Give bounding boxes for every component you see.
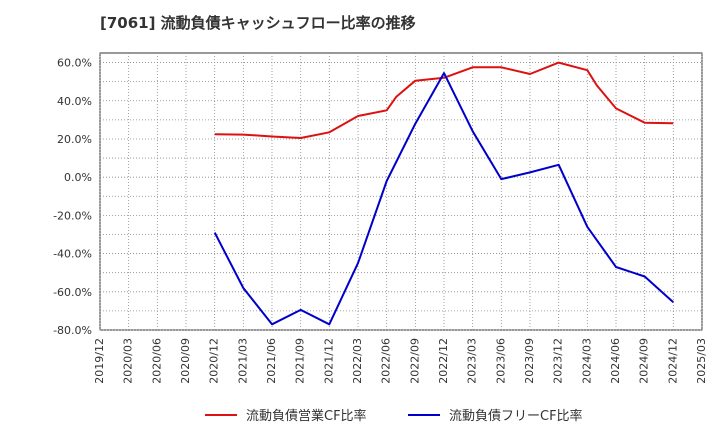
x-tick-label: 2025/03 [695, 338, 708, 384]
legend: 流動負債営業CF比率 流動負債フリーCF比率 [205, 408, 583, 424]
x-tick-label: 2023/03 [466, 338, 479, 384]
x-tick-label: 2019/12 [93, 338, 106, 384]
series-line-1 [213, 72, 674, 326]
y-tick-label: 20.0% [57, 133, 92, 146]
y-tick-label: 40.0% [57, 95, 92, 108]
x-tick-label: 2024/09 [638, 338, 651, 384]
x-axis-ticks: 2019/12 2020/03 2020/06 2020/09 2020/12 2021/… [93, 338, 708, 384]
y-tick-label: -80.0% [53, 324, 92, 337]
chart-title: [7061] 流動負債キャッシュフロー比率の推移 [100, 14, 416, 32]
x-tick-label: 2021/06 [265, 338, 278, 384]
x-tick-label: 2021/09 [294, 338, 307, 384]
x-tick-label: 2024/06 [609, 338, 622, 384]
x-tick-label: 2021/03 [236, 338, 249, 384]
x-tick-label: 2022/12 [437, 338, 450, 384]
x-tick-label: 2024/03 [580, 338, 593, 384]
y-tick-label: 60.0% [57, 57, 92, 70]
x-tick-label: 2023/12 [552, 338, 565, 384]
plot-area [99, 52, 703, 331]
x-tick-label: 2022/03 [351, 338, 364, 384]
grid-lines [99, 53, 703, 331]
x-tick-label: 2024/12 [666, 338, 679, 384]
x-tick-label: 2023/09 [523, 338, 536, 384]
x-tick-label: 2022/09 [408, 338, 421, 384]
x-tick-label: 2020/12 [208, 338, 221, 384]
y-axis-ticks: 60.0% 40.0% 20.0% 0.0% -20.0% -40.0% -60.0% -80… [53, 57, 92, 337]
x-tick-label: 2020/06 [150, 338, 163, 384]
series-lines [213, 61, 674, 326]
x-tick-label: 2020/03 [122, 338, 135, 384]
x-tick-label: 2022/06 [380, 338, 393, 384]
x-tick-label: 2023/06 [494, 338, 507, 384]
y-tick-label: -60.0% [53, 286, 92, 299]
y-tick-label: 0.0% [64, 171, 92, 184]
legend-label-1: 流動負債フリーCF比率 [449, 408, 583, 424]
x-tick-label: 2021/12 [322, 338, 335, 384]
legend-label-0: 流動負債営業CF比率 [246, 408, 367, 424]
x-tick-label: 2020/09 [179, 338, 192, 384]
series-line-0 [214, 61, 674, 139]
y-tick-label: -20.0% [53, 209, 92, 222]
y-tick-label: -40.0% [53, 248, 92, 261]
